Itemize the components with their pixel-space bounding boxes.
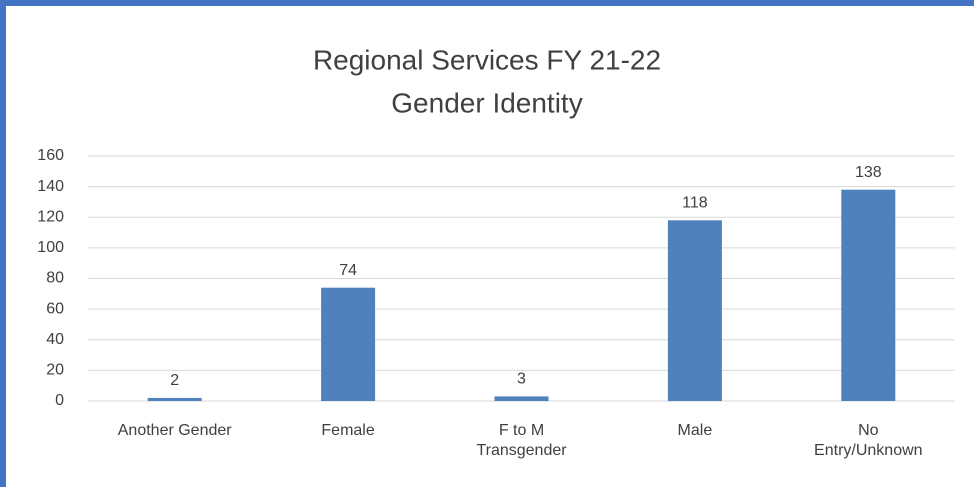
- bar: [321, 287, 376, 401]
- y-tick-label: 60: [46, 300, 64, 317]
- y-tick-label: 160: [37, 147, 64, 164]
- y-tick-label: 120: [37, 208, 64, 225]
- y-tick-label: 100: [37, 239, 64, 256]
- chart-title: Regional Services FY 21-22: [313, 44, 661, 75]
- x-tick-label: Male: [677, 422, 713, 439]
- x-tick-label: F to M Transgender: [476, 422, 567, 459]
- y-tick-label: 0: [55, 392, 64, 409]
- x-tick-label: Another Gender: [117, 422, 232, 439]
- bar: [841, 189, 896, 401]
- y-tick-label: 80: [46, 270, 64, 287]
- x-tick-label: No Entry/Unknown: [814, 422, 923, 459]
- data-label: 74: [339, 262, 357, 279]
- bar: [667, 220, 722, 401]
- y-tick-label: 40: [46, 331, 64, 348]
- y-tick-label: 20: [46, 362, 64, 379]
- data-label: 3: [517, 371, 526, 388]
- x-tick-label: Female: [321, 422, 375, 439]
- y-tick-label: 140: [37, 178, 64, 195]
- chart-subtitle: Gender Identity: [391, 87, 582, 118]
- bar: [494, 396, 549, 401]
- data-label: 118: [682, 195, 708, 212]
- bar: [147, 397, 202, 401]
- data-label: 138: [855, 164, 882, 181]
- data-label: 2: [170, 372, 179, 389]
